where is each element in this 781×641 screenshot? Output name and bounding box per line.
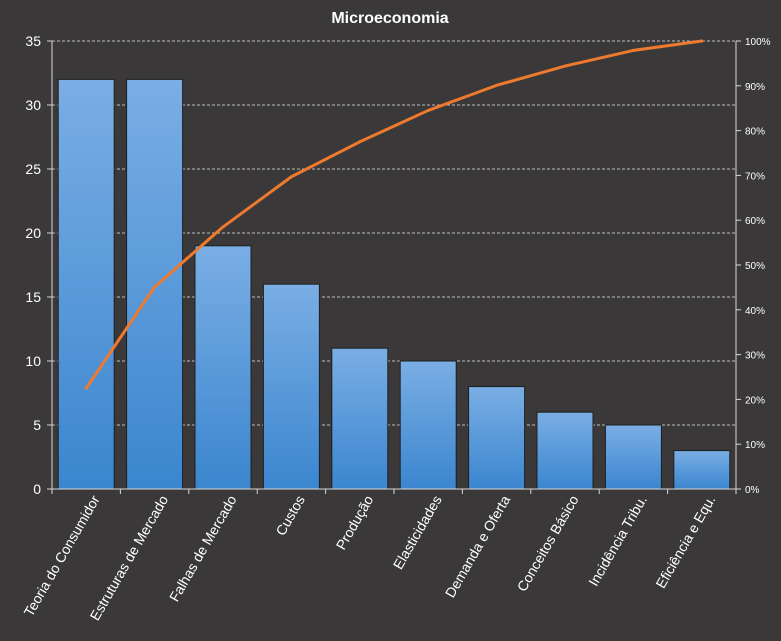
right-y-axis: 0% 10% 20% 30% 40% 50% 60% 70% 80% 90% 100% <box>735 37 771 496</box>
line-point <box>426 108 430 112</box>
y2-tick-label: 40% <box>745 306 765 317</box>
line-point <box>700 39 704 43</box>
y-tick-label: 5 <box>33 417 41 433</box>
y-tick-label: 30 <box>25 97 41 113</box>
bar <box>57 78 115 490</box>
bar <box>399 360 457 490</box>
y-tick-label: 20 <box>25 225 41 241</box>
y-tick-label: 35 <box>25 33 41 49</box>
y-tick-label: 15 <box>25 289 41 305</box>
y2-tick-label: 0% <box>745 485 760 496</box>
bar <box>468 386 526 490</box>
line-point <box>358 140 362 144</box>
y2-tick-label: 100% <box>745 37 771 48</box>
line-point <box>221 225 225 229</box>
x-tick-label: Eficiência e Equ. <box>652 493 718 591</box>
x-tick-label: Custos <box>272 493 308 539</box>
y2-tick-label: 20% <box>745 395 765 406</box>
line-point <box>289 175 293 179</box>
bar <box>673 450 731 490</box>
gridlines <box>52 40 736 426</box>
cumulative-line-series <box>84 39 704 390</box>
bar-series <box>57 78 731 490</box>
x-tick-label: Incidência Tribu. <box>585 493 650 589</box>
chart-title: Microeconomia <box>331 10 448 27</box>
bar <box>194 245 252 490</box>
y2-tick-label: 60% <box>745 216 765 227</box>
y2-tick-label: 50% <box>745 261 765 272</box>
y-tick-label: 0 <box>33 481 41 497</box>
line-point <box>563 64 567 68</box>
x-tick-label: Conceitos Básico <box>514 492 582 594</box>
x-tick-label: Falhas de Mercado <box>166 492 240 604</box>
left-y-axis: 0 5 10 15 20 25 30 35 <box>25 33 53 497</box>
line-point <box>495 83 499 87</box>
y2-tick-label: 70% <box>745 171 765 182</box>
y2-tick-label: 90% <box>745 82 765 93</box>
y2-tick-label: 80% <box>745 127 765 138</box>
bar <box>262 283 320 490</box>
x-tick-label: Produção <box>333 492 377 552</box>
x-tick-label: Estruturas de Mercado <box>87 492 172 623</box>
x-tick-label: Teoria do Consumidor <box>20 492 103 619</box>
bar <box>604 424 662 490</box>
y2-tick-label: 10% <box>745 440 765 451</box>
x-tick-label: Elasticidades <box>390 493 445 572</box>
y-tick-label: 25 <box>25 161 41 177</box>
bar <box>331 347 389 490</box>
bar <box>126 78 184 490</box>
y-tick-label: 10 <box>25 353 41 369</box>
cumulative-line <box>84 39 704 390</box>
line-point <box>153 285 157 289</box>
line-point <box>631 48 635 52</box>
line-point <box>84 386 88 390</box>
y2-tick-label: 30% <box>745 351 765 362</box>
x-tick-label: Demanda e Oferta <box>442 492 514 600</box>
bar <box>536 411 594 490</box>
